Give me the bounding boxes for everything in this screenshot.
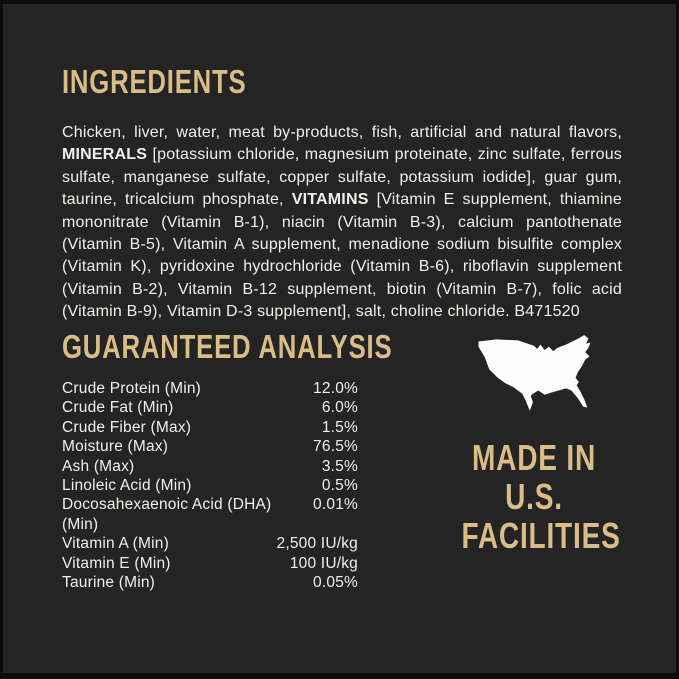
made-in-line3: FACILITIES <box>461 515 621 556</box>
guaranteed-analysis-table: Crude Protein (Min) 12.0% Crude Fat (Min… <box>62 379 358 592</box>
analysis-row: Moisture (Max) 76.5% <box>62 437 358 456</box>
nutrient-value: 0.5% <box>321 477 358 495</box>
analysis-row: Taurine (Min) 0.05% <box>62 573 358 592</box>
analysis-row: Crude Fiber (Max) 1.5% <box>62 418 358 437</box>
nutrient-value: 0.05% <box>313 574 358 592</box>
usa-map-icon <box>478 335 591 411</box>
nutrient-value: 1.5% <box>321 418 358 436</box>
analysis-row: Vitamin A (Min) 2,500 IU/kg <box>62 534 358 553</box>
nutrient-label: Taurine (Min) <box>62 574 156 592</box>
made-in-line2: U.S. <box>505 476 563 517</box>
nutrient-value: 0.01% <box>313 496 358 514</box>
made-in-text: MADE IN U.S. FACILITIES <box>461 437 621 556</box>
analysis-row: Linoleic Acid (Min) 0.5% <box>62 476 358 495</box>
nutrient-label: Moisture (Max) <box>62 438 169 456</box>
nutrient-value: 3.5% <box>321 457 358 475</box>
ingredients-text-segment: Chicken, liver, water, meat by-products,… <box>62 124 622 141</box>
made-in-us-facilities-badge: MADE IN U.S. FACILITIES <box>441 334 627 555</box>
nutrient-label: Vitamin A (Min) <box>62 535 169 553</box>
nutrient-value: 6.0% <box>321 399 358 417</box>
analysis-row: Crude Protein (Min) 12.0% <box>62 379 358 398</box>
analysis-row: Crude Fat (Min) 6.0% <box>62 398 358 417</box>
nutrient-value: 100 IU/kg <box>289 554 358 572</box>
nutrient-value: 2,500 IU/kg <box>276 535 358 553</box>
ingredients-text-segment: [Vitamin E supplement, thiamine mononitr… <box>62 191 622 321</box>
nutrient-label: Crude Fiber (Max) <box>62 418 192 436</box>
guaranteed-analysis-title: GUARANTEED ANALYSIS <box>62 328 393 365</box>
nutrient-label: Ash (Max) <box>62 457 135 475</box>
ingredients-title: INGREDIENTS <box>62 63 247 100</box>
nutrient-label: Linoleic Acid (Min) <box>62 477 192 495</box>
ingredients-text-segment: [potassium chloride, magnesium proteinat… <box>62 146 622 209</box>
nutrient-value: 12.0% <box>313 380 358 397</box>
nutrient-value: 76.5% <box>313 438 358 456</box>
nutrient-label: Docosahexaenoic Acid (DHA) (Min) <box>62 496 272 533</box>
made-in-line1: MADE IN <box>471 437 597 478</box>
minerals-label: MINERALS <box>62 146 148 164</box>
nutrient-label: Crude Protein (Min) <box>62 380 202 397</box>
ingredients-paragraph: Chicken, liver, water, meat by-products,… <box>62 122 622 324</box>
analysis-row: Ash (Max) 3.5% <box>62 457 358 476</box>
nutrient-label: Vitamin E (Min) <box>62 554 171 572</box>
analysis-row: Docosahexaenoic Acid (DHA) (Min) 0.01% <box>62 495 358 534</box>
vitamins-label: VITAMINS <box>291 191 369 209</box>
analysis-row: Vitamin E (Min) 100 IU/kg <box>62 554 358 573</box>
nutrient-label: Crude Fat (Min) <box>62 399 174 417</box>
